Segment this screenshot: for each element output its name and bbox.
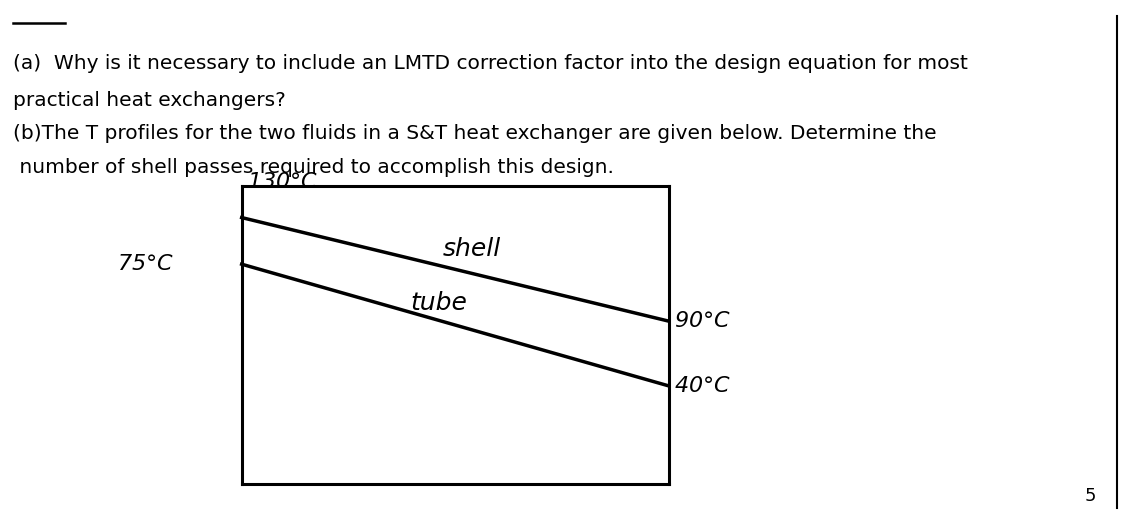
Text: (b)The T profiles for the two fluids in a S&T heat exchanger are given below. De: (b)The T profiles for the two fluids in … (13, 124, 937, 143)
Text: 130$°$C: 130$°$C (247, 171, 318, 192)
Text: 75$°$C: 75$°$C (117, 254, 174, 274)
Text: tube: tube (410, 291, 466, 315)
Text: 40$°$C: 40$°$C (674, 376, 732, 396)
Text: 5: 5 (1085, 487, 1096, 505)
Text: practical heat exchangers?: practical heat exchangers? (13, 91, 287, 110)
Text: (a)  Why is it necessary to include an LMTD correction factor into the design eq: (a) Why is it necessary to include an LM… (13, 54, 969, 74)
Text: 90$°$C: 90$°$C (674, 311, 732, 331)
Text: shell: shell (443, 237, 501, 261)
Text: number of shell passes required to accomplish this design.: number of shell passes required to accom… (13, 158, 615, 177)
